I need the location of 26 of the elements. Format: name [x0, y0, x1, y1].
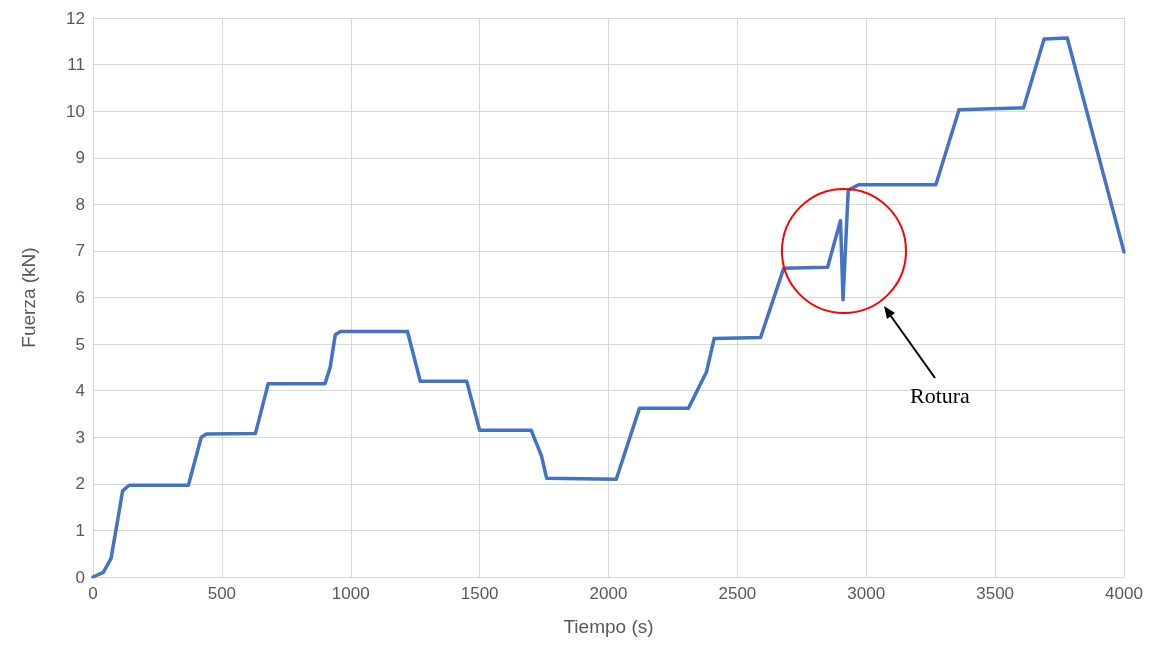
y-tick-label: 2	[75, 474, 85, 494]
y-tick-label: 5	[75, 334, 85, 354]
x-tick-label: 4000	[1105, 584, 1143, 603]
y-tick-label: 8	[75, 194, 85, 214]
x-tick-label: 2500	[718, 584, 757, 603]
y-tick-label: 3	[75, 427, 85, 447]
annotation: Rotura	[910, 383, 971, 408]
y-tick-label: 1	[75, 520, 85, 540]
x-tick-label: 1500	[460, 584, 499, 603]
x-tick-label: 500	[207, 584, 237, 603]
y-tick-label: 9	[75, 148, 85, 168]
line-series	[91, 36, 1126, 579]
y-tick-label: 10	[66, 101, 85, 121]
x-tick-label: 2000	[589, 584, 628, 603]
x-axis-title: Tiempo (s)	[563, 616, 654, 637]
y-tick-label: 4	[75, 381, 85, 401]
x-tick-label: 3500	[976, 584, 1015, 603]
y-tick-label: 12	[66, 8, 85, 28]
x-tick-label: 1000	[331, 584, 370, 603]
x-tick-label: 0	[88, 584, 98, 603]
y-tick-label: 6	[75, 288, 85, 307]
y-axis-title: Fuerza (kN)	[18, 247, 39, 348]
y-tick-label: 0	[75, 567, 85, 587]
x-tick-label: 3000	[847, 584, 886, 603]
y-tick-label: 7	[75, 241, 85, 261]
y-tick-label: 11	[67, 55, 85, 75]
